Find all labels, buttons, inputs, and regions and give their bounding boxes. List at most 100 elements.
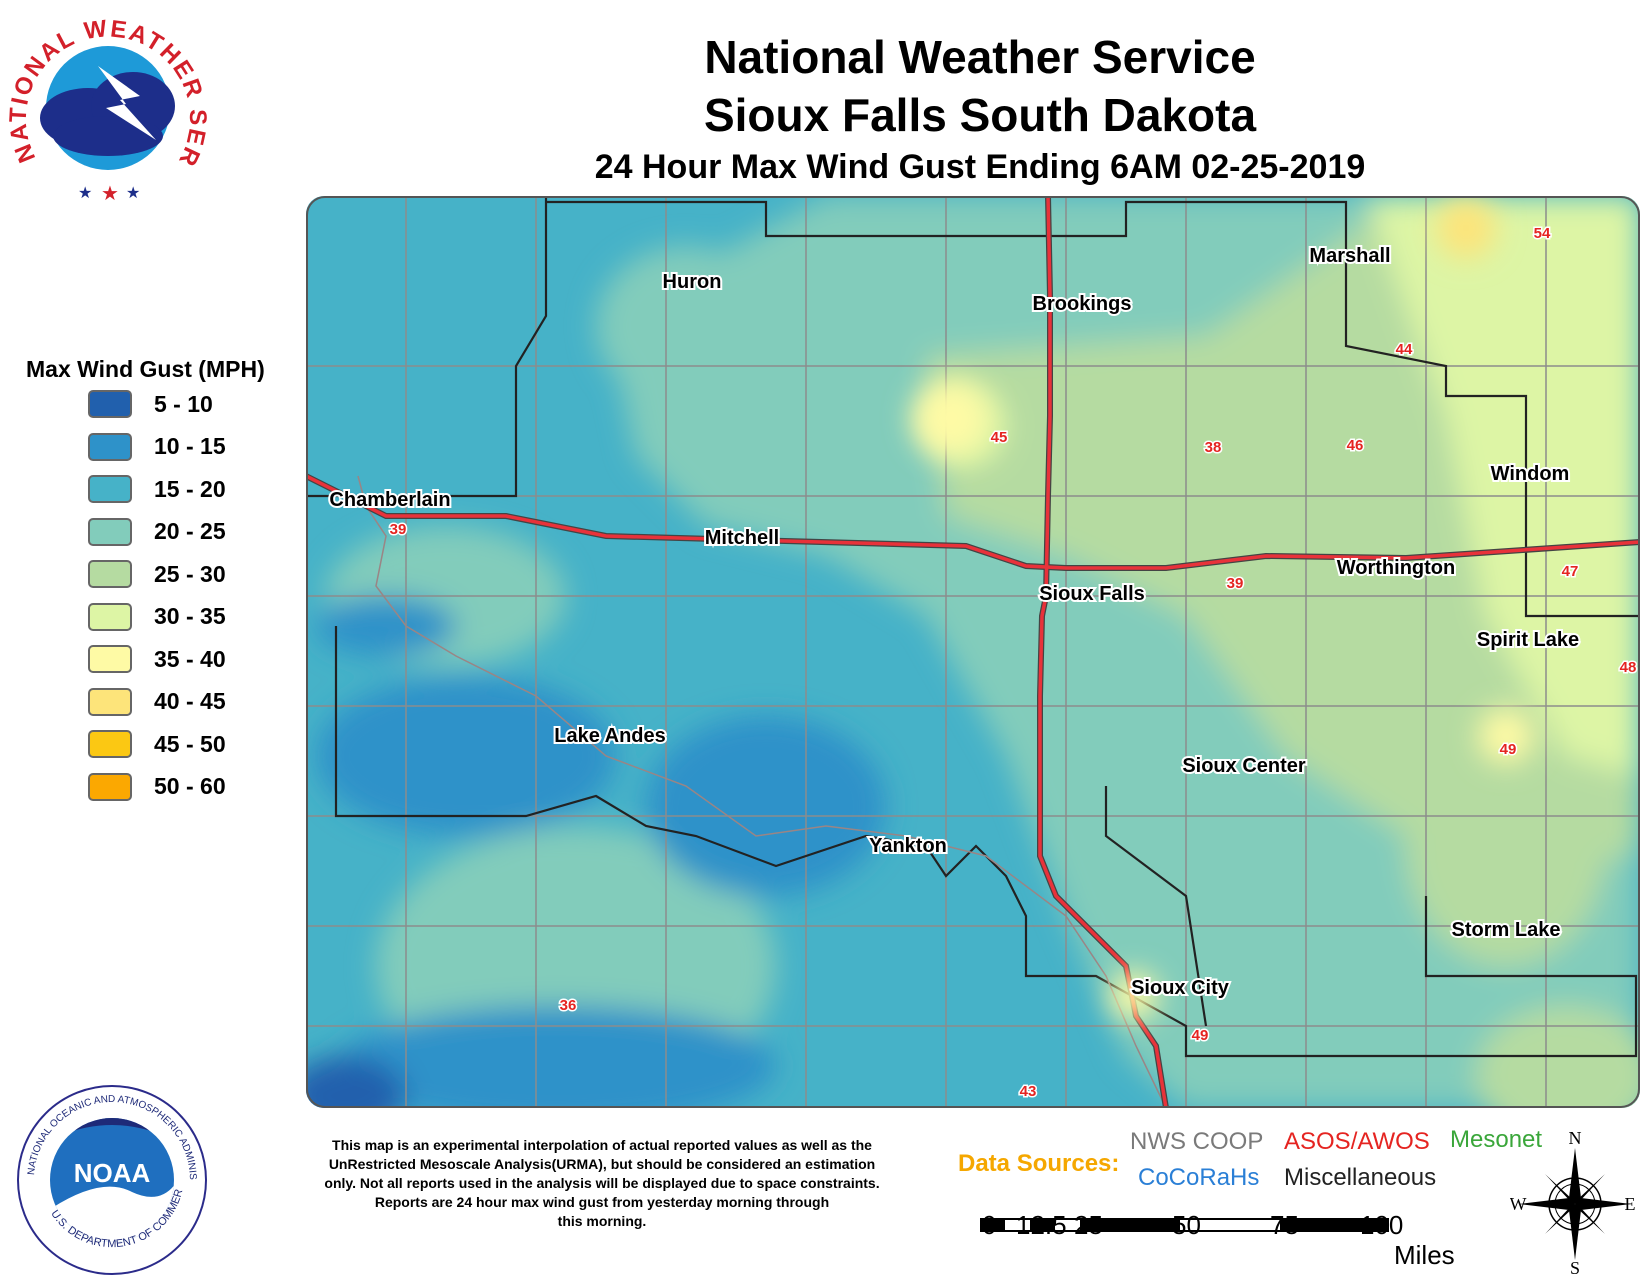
title-line-2: Sioux Falls South Dakota [703,89,1257,141]
observation-value: 36 [560,997,577,1014]
scale-bar [980,1218,1389,1232]
legend-item: 25 - 30 [88,553,226,595]
legend-swatch [88,772,132,801]
scale-unit: Miles [1394,1240,1455,1270]
source-miscellaneous: Miscellaneous [1284,1164,1437,1191]
legend-swatch [88,560,132,588]
compass-south: S [1570,1258,1580,1275]
legend-item: 35 - 40 [88,638,226,680]
source-mesonet: Mesonet [1450,1126,1543,1153]
compass-east: E [1625,1194,1636,1214]
data-sources-title: Data Sources: [958,1150,1120,1177]
svg-text:★: ★ [78,185,92,202]
observation-value: 43 [1020,1083,1037,1100]
city-label: Brookings [1033,293,1132,315]
observation-value: 45 [991,429,1008,446]
scale-tick: 100 [1360,1210,1404,1240]
observation-value: 39 [1227,575,1244,592]
wind-gust-map: Huron Brookings Marshall Windom Chamberlain M… [306,196,1640,1108]
disclaimer-line: this morning. [557,1213,647,1229]
legend-swatch [88,730,132,758]
legend-item: 45 - 50 [88,723,226,765]
city-label: Chamberlain [329,489,450,511]
source-nws-coop: NWS COOP [1130,1128,1264,1155]
legend-label: 5 - 10 [154,390,213,417]
observation-value: 44 [1396,341,1413,358]
city-label: Lake Andes [554,725,666,747]
legend-swatch [88,687,132,716]
legend-item: 5 - 10 [88,383,213,425]
compass-north: N [1569,1130,1582,1148]
river-line [357,475,1167,1108]
observation-value: 38 [1205,439,1222,456]
legend-swatch [88,390,132,418]
city-label: Marshall [1309,245,1390,267]
city-label: Sioux Falls [1039,583,1145,605]
legend-label: 25 - 30 [154,560,226,587]
city-labels: Huron Brookings Marshall Windom Chamberlain M… [327,243,1581,1001]
observation-value: 49 [1500,741,1517,758]
legend-swatch [88,517,132,546]
source-asos-awos: ASOS/AWOS [1284,1128,1430,1155]
legend-item: 30 - 35 [88,596,226,638]
nws-logo: NATIONAL WEATHER SERVICE ★ ★ ★ [8,8,208,205]
map-frame [306,196,1640,1108]
legend-label: 20 - 25 [154,518,226,544]
gust-hotspots [912,198,1534,1020]
legend-label: 50 - 60 [154,773,226,799]
city-label: Mitchell [705,527,779,549]
disclaimer-line: This map is an experimental interpolatio… [332,1137,872,1153]
source-cocorahs: CoCoRaHs [1138,1164,1260,1191]
title-line-1: National Weather Service [704,31,1256,83]
legend-swatch [88,645,132,673]
legend-label: 35 - 40 [154,645,226,672]
legend-label: 30 - 35 [154,603,226,629]
county-lines [306,196,1640,1108]
legend-item: 50 - 60 [88,766,226,808]
legend-label: 10 - 15 [154,433,226,459]
city-label: Spirit Lake [1477,629,1579,651]
scale-tick: 25 [1074,1210,1103,1240]
scale-tick: 12.5 [1016,1210,1067,1240]
legend-item: 10 - 15 [88,426,226,468]
map-subtitle: 24 Hour Max Wind Gust Ending 6AM 02-25-2… [594,148,1366,186]
svg-text:★: ★ [126,185,140,202]
compass-west: W [1510,1194,1527,1214]
disclaimer-line: only. Not all reports used in the analys… [324,1175,880,1191]
observation-value: 54 [1534,225,1551,242]
disclaimer-line: Reports are 24 hour max wind gust from y… [374,1194,830,1210]
legend-item: 15 - 20 [88,468,226,510]
observation-value: 49 [1192,1027,1209,1044]
city-label: Windom [1491,463,1570,485]
observation-labels: 54 44 45 38 46 39 39 47 48 49 36 49 43 [388,224,1638,1102]
city-label: Sioux Center [1182,755,1306,777]
observation-value: 48 [1620,659,1637,676]
legend-swatch [88,475,132,503]
noaa-logo-text: NOAA [74,1158,151,1188]
scale-tick: 0 [982,1210,997,1240]
legend-label: 15 - 20 [154,475,226,502]
boundary-lines [306,196,1640,1058]
legend-label: 40 - 45 [154,688,226,714]
observation-value: 39 [390,521,407,538]
compass-rose: N S E W [1510,1130,1636,1275]
city-label: Worthington [1337,557,1455,579]
observation-value: 46 [1347,437,1364,454]
city-label: Huron [663,271,722,293]
legend-swatch [88,432,132,461]
scale-tick: 50 [1172,1210,1201,1240]
observation-value: 47 [1562,563,1579,580]
disclaimer-line: UnRestricted Mesoscale Analysis(URMA), b… [328,1156,876,1172]
legend-title: Max Wind Gust (MPH) [26,356,265,382]
legend-item: 20 - 25 [88,511,226,553]
noaa-logo: NOAA NATIONAL OCEANIC AND ATMOSPHERIC AD… [12,1080,207,1275]
city-label: Sioux City [1131,977,1230,999]
scale-tick: 75 [1270,1210,1299,1240]
disclaimer: This map is an experimental interpolatio… [262,1136,942,1231]
legend-swatch [88,602,132,631]
legend-label: 45 - 50 [154,730,226,757]
legend-item: 40 - 45 [88,681,226,723]
city-label: Storm Lake [1452,919,1561,941]
city-label: Yankton [869,835,947,857]
svg-text:★: ★ [101,183,119,205]
